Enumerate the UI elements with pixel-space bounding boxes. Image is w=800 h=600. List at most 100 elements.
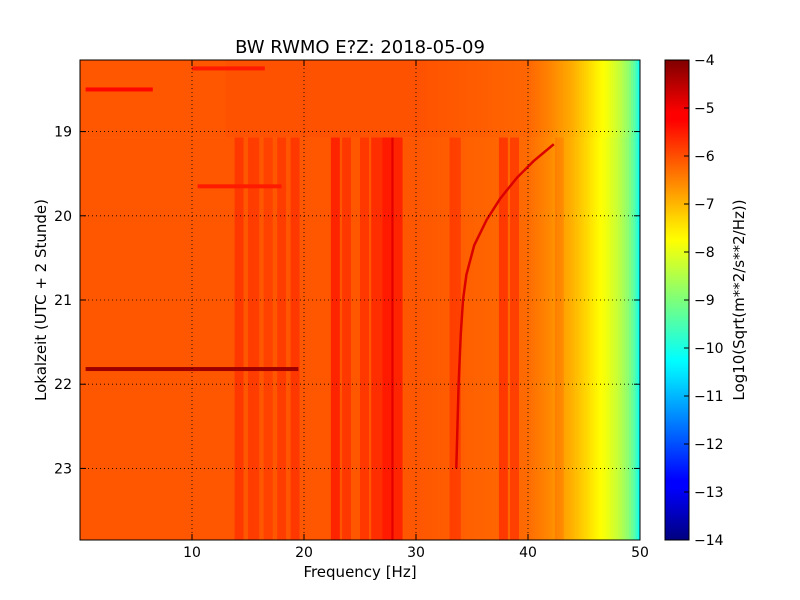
x-tick-label: 20 — [295, 545, 313, 561]
heatmap-column-early — [183, 60, 186, 138]
heatmap-column-early — [563, 60, 567, 138]
heatmap-column-early — [319, 60, 323, 138]
heatmap-column-late — [82, 137, 86, 540]
heatmap-column-late — [534, 137, 538, 540]
heatmap-column-late — [129, 137, 133, 540]
heatmap-column-late — [142, 137, 146, 540]
heatmap-column-early — [536, 60, 540, 138]
heatmap-column-early — [360, 60, 363, 138]
heatmap-column-late — [592, 137, 596, 540]
heatmap-column-late — [545, 137, 549, 540]
heatmap-column-late — [299, 137, 303, 540]
heatmap-column-late — [102, 137, 106, 540]
heatmap-column-early — [635, 60, 639, 138]
heatmap-column-late — [469, 137, 473, 540]
heatmap-column-late — [622, 137, 625, 540]
heatmap-column-late — [595, 137, 599, 540]
heatmap-column-late — [445, 137, 448, 540]
heatmap-column-late — [198, 137, 202, 540]
heatmap-column-late — [346, 137, 350, 540]
heatmap-column-late — [263, 137, 267, 540]
heatmap-column-early — [572, 60, 576, 138]
heatmap-column-early — [93, 60, 97, 138]
heatmap-column-late — [418, 137, 422, 540]
heatmap-column-late — [637, 137, 640, 540]
heatmap-column-early — [505, 60, 509, 138]
heatmap-column-late — [97, 137, 101, 540]
x-tick-label: 40 — [519, 545, 537, 561]
heatmap-column-late — [624, 137, 628, 540]
heatmap-column-late — [147, 137, 151, 540]
heatmap-column-early — [286, 60, 289, 138]
heatmap-column-early — [153, 60, 157, 138]
heatmap-column-late — [409, 137, 413, 540]
heatmap-column-late — [91, 137, 95, 540]
heatmap-column-late — [268, 137, 271, 540]
heatmap-column-late — [404, 137, 408, 540]
heatmap-column-late — [427, 137, 431, 540]
heatmap-column-late — [261, 137, 265, 540]
heatmap-column-early — [133, 60, 137, 138]
heatmap-column-early — [516, 60, 520, 138]
heatmap-column-early — [209, 60, 213, 138]
heatmap-column-early — [389, 60, 392, 138]
heatmap-column-late — [568, 137, 572, 540]
heatmap-column-late — [554, 137, 558, 540]
heatmap-column-late — [570, 137, 574, 540]
chart-title: BW RWMO E?Z: 2018-05-09 — [235, 37, 485, 58]
heatmap-column-late — [389, 137, 392, 540]
heatmap-column-early — [214, 60, 218, 138]
heatmap-column-late — [472, 137, 475, 540]
heatmap-column-late — [631, 137, 634, 540]
heatmap-column-late — [171, 137, 175, 540]
heatmap-column-late — [442, 137, 446, 540]
heatmap-column-early — [131, 60, 135, 138]
colorbar-tick-label: −8 — [694, 245, 715, 261]
heatmap-column-late — [109, 137, 112, 540]
heatmap-column-late — [288, 137, 292, 540]
heatmap-column-early — [501, 60, 504, 138]
heatmap-column-late — [344, 137, 348, 540]
heatmap-column-early — [409, 60, 413, 138]
heatmap-column-early — [86, 60, 90, 138]
horizontal-event-band — [197, 184, 282, 189]
heatmap-column-early — [608, 60, 612, 138]
heatmap-column-late — [328, 137, 332, 540]
heatmap-column-late — [169, 137, 173, 540]
heatmap-column-late — [118, 137, 121, 540]
heatmap-column-late — [597, 137, 601, 540]
colorbar-tick-label: −12 — [694, 437, 724, 453]
heatmap-column-late — [398, 137, 401, 540]
heatmap-column-late — [274, 137, 278, 540]
heatmap-column-early — [592, 60, 596, 138]
heatmap-column-late — [489, 137, 493, 540]
heatmap-column-early — [250, 60, 254, 138]
heatmap-column-late — [122, 137, 126, 540]
heatmap-column-late — [566, 137, 569, 540]
heatmap-column-early — [339, 60, 343, 138]
heatmap-column-early — [104, 60, 108, 138]
heatmap-column-late — [138, 137, 142, 540]
heatmap-column-early — [194, 60, 198, 138]
heatmap-column-early — [512, 60, 516, 138]
heatmap-column-early — [400, 60, 404, 138]
heatmap-column-late — [295, 137, 298, 540]
heatmap-column-late — [124, 137, 128, 540]
heatmap-column-late — [205, 137, 209, 540]
heatmap-column-late — [100, 137, 103, 540]
heatmap-column-late — [241, 137, 245, 540]
heatmap-column-early — [346, 60, 350, 138]
heatmap-column-late — [635, 137, 639, 540]
heatmap-column-late — [478, 137, 482, 540]
heatmap-column-late — [543, 137, 547, 540]
heatmap-column-early — [227, 60, 231, 138]
heatmap-column-early — [451, 60, 455, 138]
heatmap-column-late — [111, 137, 115, 540]
heatmap-column-early — [362, 60, 366, 138]
heatmap-column-early — [315, 60, 319, 138]
heatmap-column-early — [129, 60, 133, 138]
heatmap-column-early — [519, 60, 522, 138]
x-tick-label: 50 — [631, 545, 649, 561]
heatmap-column-early — [626, 60, 630, 138]
